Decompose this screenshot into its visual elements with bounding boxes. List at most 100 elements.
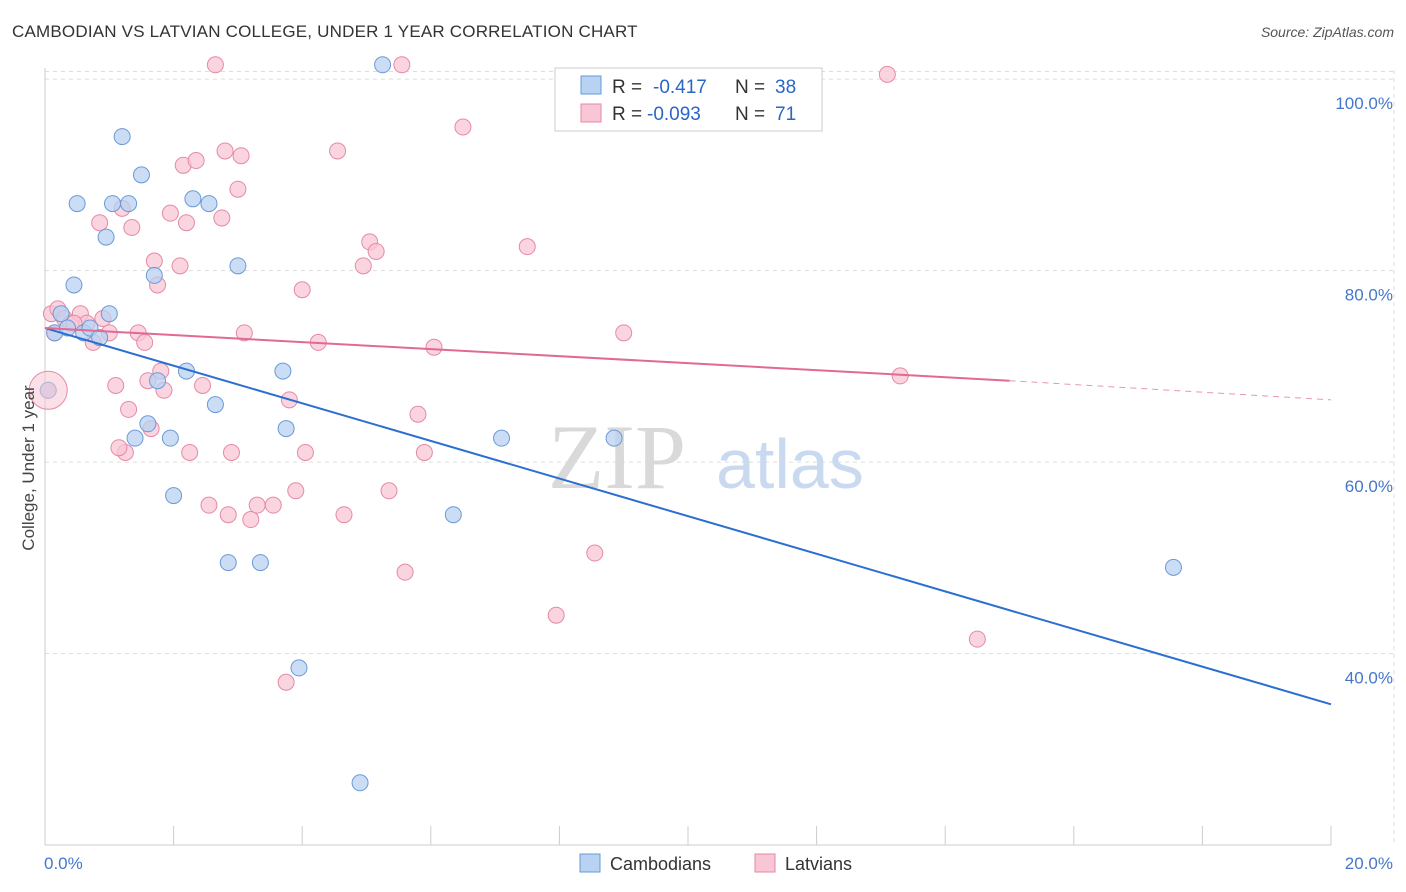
cambodian-point-35 xyxy=(605,429,623,447)
latvian-point-58 xyxy=(454,118,472,136)
chart-title: CAMBODIAN VS LATVIAN COLLEGE, UNDER 1 YE… xyxy=(12,22,638,41)
latvian-point-45 xyxy=(296,444,314,461)
latvian-point-31 xyxy=(200,496,218,514)
latvian-point-20 xyxy=(145,252,163,270)
y-tick-label-2: 60.0% xyxy=(1345,477,1393,496)
latvian-point-33 xyxy=(213,209,231,227)
latvian-point-63 xyxy=(878,65,896,83)
latvian-point-41 xyxy=(264,496,282,514)
cambodian-point-15 xyxy=(145,266,163,284)
latvian-point-28 xyxy=(181,444,199,461)
cambodian-point-25 xyxy=(219,554,237,572)
legend-swatch-cambodians xyxy=(580,75,602,95)
latvian-trend-line xyxy=(44,327,1010,382)
cambodian-point-2 xyxy=(52,305,70,323)
x-tick-label-1: 20.0% xyxy=(1345,854,1393,873)
latvian-point-65 xyxy=(968,630,986,648)
cambodian-point-27 xyxy=(251,554,269,572)
legend-r-label-1: R = xyxy=(612,104,642,125)
cambodian-point-14 xyxy=(132,166,150,184)
latvian-point-61 xyxy=(586,544,604,562)
legend-n-label-1: N = xyxy=(735,104,765,125)
cambodian-point-10 xyxy=(100,305,118,323)
cambodian-point-17 xyxy=(139,415,157,433)
source-label: Source: ZipAtlas.com xyxy=(1260,24,1394,40)
legend-r-value-0: -0.417 xyxy=(653,77,707,98)
correlation-legend: R = -0.417 N = 38 R = -0.093 N = 71 xyxy=(554,67,823,132)
cambodian-point-12 xyxy=(120,195,138,213)
latvian-point-47 xyxy=(329,142,347,160)
latvian-point-69 xyxy=(277,673,295,691)
latvian-point-68 xyxy=(219,506,237,524)
cambodian-point-9 xyxy=(97,228,115,246)
cambodian-point-32 xyxy=(374,56,392,74)
cambodian-trend-line xyxy=(44,327,1332,706)
cambodian-point-19 xyxy=(161,429,179,447)
latvian-point-large xyxy=(28,370,68,410)
cambodian-point-33 xyxy=(444,506,462,524)
y-tick-label-3: 40.0% xyxy=(1345,669,1393,688)
cambodian-point-22 xyxy=(184,190,202,208)
cambodian-point-13 xyxy=(113,128,131,146)
latvian-point-60 xyxy=(547,606,565,624)
cambodian-point-16 xyxy=(149,372,167,390)
cambodian-point-36 xyxy=(1164,558,1182,576)
latvian-point-40 xyxy=(248,496,266,514)
cambodian-point-18 xyxy=(126,429,144,447)
y-axis-label: College, Under 1 year xyxy=(19,385,38,551)
latvian-point-54 xyxy=(396,563,414,581)
latvian-point-62 xyxy=(615,324,633,342)
latvian-point-38 xyxy=(235,324,253,342)
latvian-point-35 xyxy=(222,444,240,461)
bottom-legend-cambodians: Cambodians xyxy=(610,854,711,874)
latvian-point-30 xyxy=(194,376,212,394)
latvian-point-57 xyxy=(425,338,443,356)
latvian-point-32 xyxy=(206,56,224,74)
latvian-point-49 xyxy=(354,257,372,275)
watermark: ZIP atlas xyxy=(548,406,864,508)
latvian-point-17 xyxy=(136,333,154,351)
latvian-point-24 xyxy=(161,204,179,222)
latvian-point-15 xyxy=(123,219,141,237)
cambodian-point-23 xyxy=(200,195,218,213)
latvian-point-44 xyxy=(293,281,311,299)
trend-lines xyxy=(44,327,1332,706)
x-tick-label-0: 0.0% xyxy=(44,854,83,873)
latvian-point-56 xyxy=(415,444,433,461)
cambodian-point-26 xyxy=(229,257,247,275)
watermark-atlas: atlas xyxy=(716,425,864,503)
latvian-point-34 xyxy=(216,142,234,160)
watermark-zip: ZIP xyxy=(548,406,686,508)
latvian-point-51 xyxy=(367,242,385,260)
latvian-trend-extension xyxy=(1009,380,1332,401)
bottom-legend-swatch-latvians xyxy=(754,853,776,873)
latvian-point-53 xyxy=(393,56,411,74)
legend-n-value-0: 38 xyxy=(775,77,796,98)
cambodian-point-11 xyxy=(104,195,122,213)
cambodian-point-4 xyxy=(65,276,83,294)
latvian-point-67 xyxy=(110,439,128,457)
latvian-point-8 xyxy=(91,214,109,232)
cambodian-point-20 xyxy=(165,487,183,505)
latvian-point-52 xyxy=(380,482,398,500)
cambodian-point-7 xyxy=(91,329,109,347)
legend-r-value-1: -0.093 xyxy=(647,104,701,125)
latvian-point-36 xyxy=(229,180,247,198)
latvian-point-25 xyxy=(171,257,189,275)
latvian-point-39 xyxy=(242,511,260,529)
legend-r-label-0: R = xyxy=(612,77,642,98)
latvian-point-55 xyxy=(409,405,427,423)
cambodian-point-8 xyxy=(68,195,86,213)
legend-swatch-latvians xyxy=(580,103,602,123)
latvian-point-48 xyxy=(335,506,353,524)
cambodian-point-24 xyxy=(206,396,224,414)
y-tick-label-1: 80.0% xyxy=(1345,286,1393,305)
latvian-point-11 xyxy=(107,376,125,394)
cambodian-point-28 xyxy=(274,362,292,380)
latvian-point-27 xyxy=(177,214,195,232)
cambodian-point-29 xyxy=(277,420,295,438)
latvian-point-43 xyxy=(287,482,305,500)
cambodian-point-31 xyxy=(351,774,369,792)
cambodian-point-34 xyxy=(493,429,511,447)
